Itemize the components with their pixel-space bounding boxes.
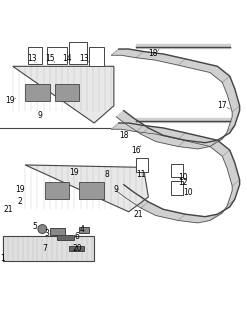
Text: 15: 15 [45,54,55,63]
Bar [57,235,74,240]
Bar [89,47,104,66]
Circle shape [38,225,47,234]
Bar [55,84,79,101]
Bar [25,84,50,101]
Bar [45,182,69,199]
PathPatch shape [3,236,94,261]
Bar [28,47,42,64]
Text: 10: 10 [183,188,193,196]
Bar [79,227,89,233]
Text: 5: 5 [33,222,37,231]
Text: 7: 7 [42,244,47,253]
Text: 12: 12 [178,178,188,187]
PathPatch shape [13,66,114,123]
PathPatch shape [25,165,148,212]
Bar [136,157,148,172]
Text: 3: 3 [45,229,50,238]
Text: 8: 8 [104,170,109,179]
Polygon shape [111,123,240,223]
Polygon shape [111,49,240,149]
Text: 4: 4 [79,225,84,234]
Text: 9: 9 [114,185,119,194]
Bar [171,181,183,195]
Text: 1: 1 [0,254,5,263]
Text: 17: 17 [218,101,227,110]
Text: 2: 2 [18,197,22,206]
Text: 6: 6 [74,232,79,241]
Text: 21: 21 [3,205,13,214]
Bar [79,182,104,199]
Bar [69,246,84,251]
Text: 10: 10 [178,173,188,182]
Text: 19: 19 [5,96,15,105]
Text: 16: 16 [131,146,141,155]
Text: 20: 20 [72,244,82,253]
Bar [47,47,67,64]
Text: 13: 13 [80,54,89,63]
Text: 18: 18 [119,131,128,140]
Text: 19: 19 [70,168,79,177]
Bar [69,42,87,64]
Bar [50,228,64,235]
Text: 14: 14 [62,54,72,63]
Text: 9: 9 [38,111,42,120]
Bar [171,164,183,177]
Text: 11: 11 [136,170,146,179]
Text: 21: 21 [134,210,143,219]
Text: 18: 18 [148,50,158,59]
Text: 19: 19 [15,185,25,194]
Text: 13: 13 [28,54,37,63]
